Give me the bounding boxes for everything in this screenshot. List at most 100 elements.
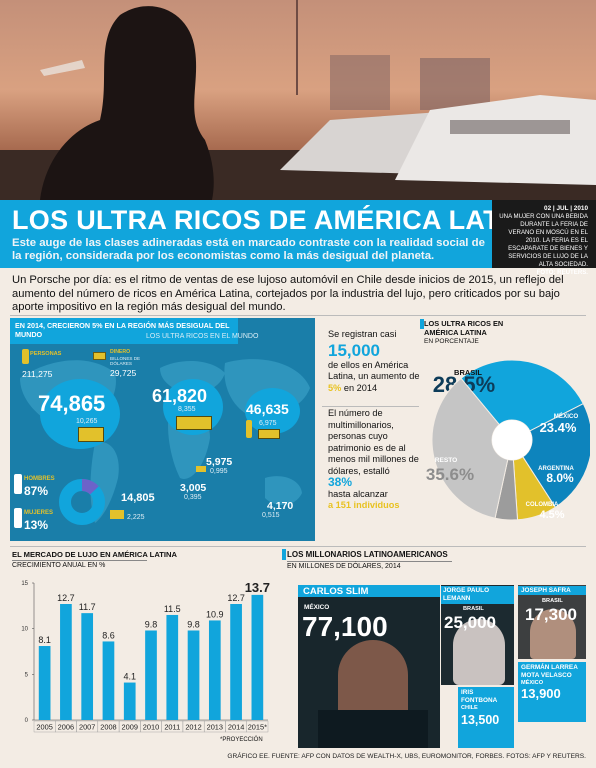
- region-people-value: 14,805: [121, 492, 155, 504]
- portrait-card: GERMÁN LARREA MOTA VELASCO MÉXICO 13,900: [518, 662, 586, 722]
- divider: [10, 315, 586, 316]
- region-money-value: 0,515: [262, 512, 280, 519]
- bar-value-label: 8.1: [38, 635, 51, 645]
- region-people-value: 74,865: [38, 391, 106, 416]
- x-tick-label: 2009: [122, 723, 138, 732]
- men-value: 87%: [24, 484, 49, 498]
- legend-money-label: DINERO: [110, 349, 131, 355]
- bar: [102, 641, 115, 720]
- subheadline: Este auge de las clases adineradas está …: [12, 237, 485, 262]
- person-icon: [22, 349, 29, 364]
- region-money-value: 0,395: [184, 494, 202, 501]
- divider: [10, 546, 586, 547]
- millionaire-country: BRASIL: [463, 606, 484, 612]
- pie-slice-value: 4.5%: [539, 509, 564, 521]
- accent-bar: [282, 549, 286, 560]
- millionaire-name: JORGE PAULO LEMANN: [441, 586, 514, 604]
- person-icon: [246, 420, 252, 438]
- bar-value-label: 10.9: [206, 609, 224, 619]
- bar: [81, 613, 94, 720]
- photo-caption-credit: FOTO: REUTERS.: [536, 269, 588, 276]
- bar-value-label: 9.8: [145, 619, 158, 629]
- portrait-card: IRIS FONTBONA CHILE 13,500: [458, 687, 514, 748]
- stats-number: 38%: [328, 475, 353, 489]
- region-bubble: [245, 388, 300, 434]
- bar-chart-footnote: *PROYECCIÓN: [220, 737, 263, 743]
- bar-value-label: 12.7: [227, 593, 245, 603]
- millionaire-country: MÉXICO: [521, 680, 544, 686]
- stats-text-span: de ellos en América Latina, un aumento d…: [328, 359, 420, 382]
- portrait-card: CARLOS SLIM MÉXICO 77,100: [298, 585, 440, 748]
- millionaire-name: JOSEPH SAFRA: [518, 586, 586, 595]
- stats-text: de ellos en América Latina, un aumento d…: [328, 360, 420, 395]
- millionaire-name: GERMÁN LARREA MOTA VELASCO: [521, 664, 578, 679]
- headline: LOS ULTRA RICOS DE AMÉRICA LATINA: [12, 205, 548, 235]
- bar-value-label: 8.6: [102, 630, 115, 640]
- region-money-value: 2,225: [127, 514, 145, 521]
- x-tick-label: 2012: [185, 723, 201, 732]
- portrait-photo: [318, 710, 428, 748]
- y-tick-label: 0: [25, 718, 29, 724]
- stats-text-span: en 2014: [343, 382, 378, 393]
- legend-people-value: 211,275: [22, 369, 53, 379]
- hero-photo: [0, 0, 596, 200]
- bar-value-label: 11.5: [164, 604, 181, 614]
- pie-slice-name: MÉXICO: [554, 412, 579, 420]
- bar: [166, 614, 179, 720]
- pie-subtitle: EN PORCENTAJE: [424, 338, 479, 345]
- legend-people-label: PERSONAS: [30, 351, 62, 357]
- stats-pct: 5%: [328, 382, 342, 393]
- x-tick-label: 2008: [100, 723, 116, 732]
- pie-slice-name: RESTO: [435, 457, 458, 464]
- stats-text: hasta alcanzar: [328, 488, 388, 499]
- region-people-value: 4,170: [267, 500, 294, 512]
- pie-slice-value: 23.4%: [540, 420, 577, 435]
- stats-number: 15,000: [328, 340, 380, 360]
- footer-source: GRÁFICO EE. FUENTE: AFP CON DATOS DE WEA…: [227, 753, 586, 760]
- y-tick-label: 10: [21, 627, 28, 633]
- millionaire-country: MÉXICO: [304, 604, 330, 611]
- money-icon: [258, 429, 280, 439]
- portrait-photo: [530, 609, 576, 659]
- region-people-value: 3,005: [180, 482, 207, 494]
- bar-value-label: 11.7: [79, 602, 96, 612]
- photo-caption: 02 | JUL | 2010 UNA MUJER CON UNA BEBIDA…: [492, 200, 596, 276]
- region-people-value: 61,820: [152, 386, 208, 406]
- photo-caption-date: 02 | JUL | 2010: [544, 205, 588, 212]
- world-panel-header: EN 2014, CRECIERON 5% EN LA REGIÓN MÁS D…: [10, 318, 238, 344]
- x-tick-label: 2015*: [248, 723, 267, 732]
- pie-slice-name: ARGENTINA: [538, 466, 574, 472]
- legend-money-value: 29,725: [110, 368, 137, 378]
- x-tick-label: 2006: [58, 723, 74, 732]
- legend-money-unit: BILLONES DE DÓLARES: [110, 356, 141, 366]
- accent-bar: [420, 319, 424, 329]
- region-money-value: 6,975: [259, 420, 277, 427]
- photo-caption-text: UNA MUJER CON UNA BEBIDA DURANTE LA FERI…: [499, 213, 588, 268]
- men-label: HOMBRES: [24, 476, 55, 482]
- bar: [60, 604, 72, 720]
- millionaire-value: 13,900: [521, 686, 561, 701]
- money-icon: [196, 466, 206, 472]
- bar: [187, 630, 200, 720]
- pie-hole: [492, 420, 532, 460]
- portrait-card: JOSEPH SAFRA BRASIL 17,300: [518, 585, 586, 659]
- man-icon: [14, 474, 22, 494]
- region-people-value: 5,975: [206, 456, 233, 468]
- y-tick-label: 5: [25, 672, 29, 678]
- region-money-value: 0,995: [210, 468, 228, 475]
- x-tick-box: [246, 720, 269, 733]
- x-tick-label: 2014: [228, 723, 244, 732]
- region-money-value: 8,355: [178, 406, 196, 413]
- money-icon: [93, 352, 106, 360]
- stats-text: Se registran casi: [328, 329, 397, 339]
- money-icon: [176, 416, 212, 430]
- pie-slice-value: 35.6%: [426, 465, 474, 484]
- gender-donut: [59, 479, 105, 525]
- name-bar: [298, 585, 440, 597]
- pie-slice-value: 8.0%: [546, 471, 574, 485]
- bar: [145, 630, 157, 720]
- region-money-value: 10,265: [76, 418, 98, 425]
- pie-slice-name: BRASIL: [454, 368, 482, 377]
- stats-number: a 151 individuos: [328, 500, 400, 510]
- woman-icon: [14, 508, 22, 528]
